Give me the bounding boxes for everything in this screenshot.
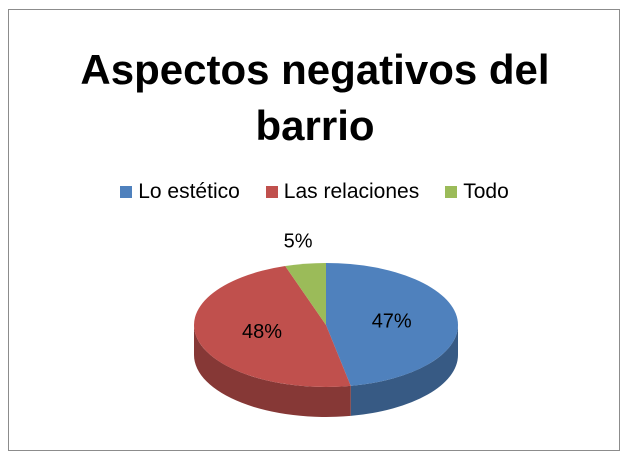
legend-swatch <box>445 186 458 198</box>
legend-label: Las relaciones <box>283 180 420 203</box>
slice <box>326 263 458 386</box>
legend: Lo estético Las relaciones Todo <box>0 180 629 204</box>
slice <box>285 263 326 325</box>
legend-item: Lo estético <box>120 180 240 204</box>
legend-swatch <box>120 186 133 198</box>
slice <box>194 266 351 387</box>
legend-item: Todo <box>445 180 509 204</box>
data-label: 47% <box>372 310 412 332</box>
slice-side <box>350 325 458 416</box>
legend-label: Todo <box>463 180 509 203</box>
data-label: 48% <box>242 321 282 343</box>
legend-item: Las relaciones <box>265 180 420 204</box>
data-label: 5% <box>284 231 313 253</box>
legend-label: Lo estético <box>138 180 240 203</box>
chart-title: Aspectos negativos del barrio <box>80 46 550 149</box>
slice-side <box>194 325 351 417</box>
legend-swatch <box>265 186 278 198</box>
